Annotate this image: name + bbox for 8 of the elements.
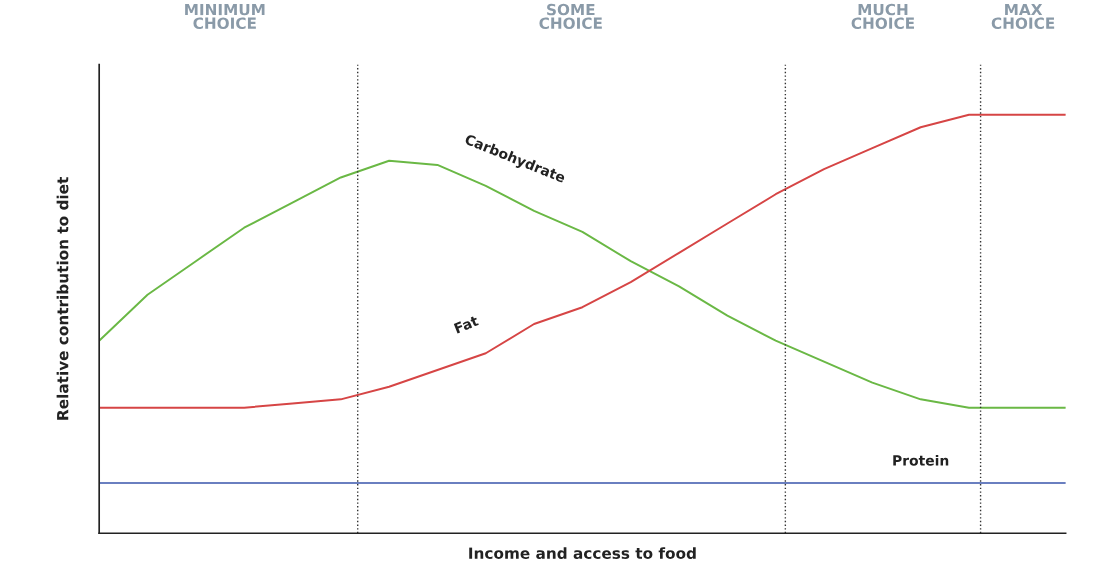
x-axis-title: Income and access to food (469, 547, 696, 559)
text: MUCH CHOICE (851, 3, 915, 29)
text: MAX CHOICE (991, 3, 1055, 29)
text: MINIMUM CHOICE (185, 3, 265, 29)
y-axis-title: Relative contribution to diet (56, 177, 69, 420)
text: SOME CHOICE (539, 3, 602, 29)
text: Fat (453, 315, 480, 334)
series-label: Protein (893, 454, 949, 466)
